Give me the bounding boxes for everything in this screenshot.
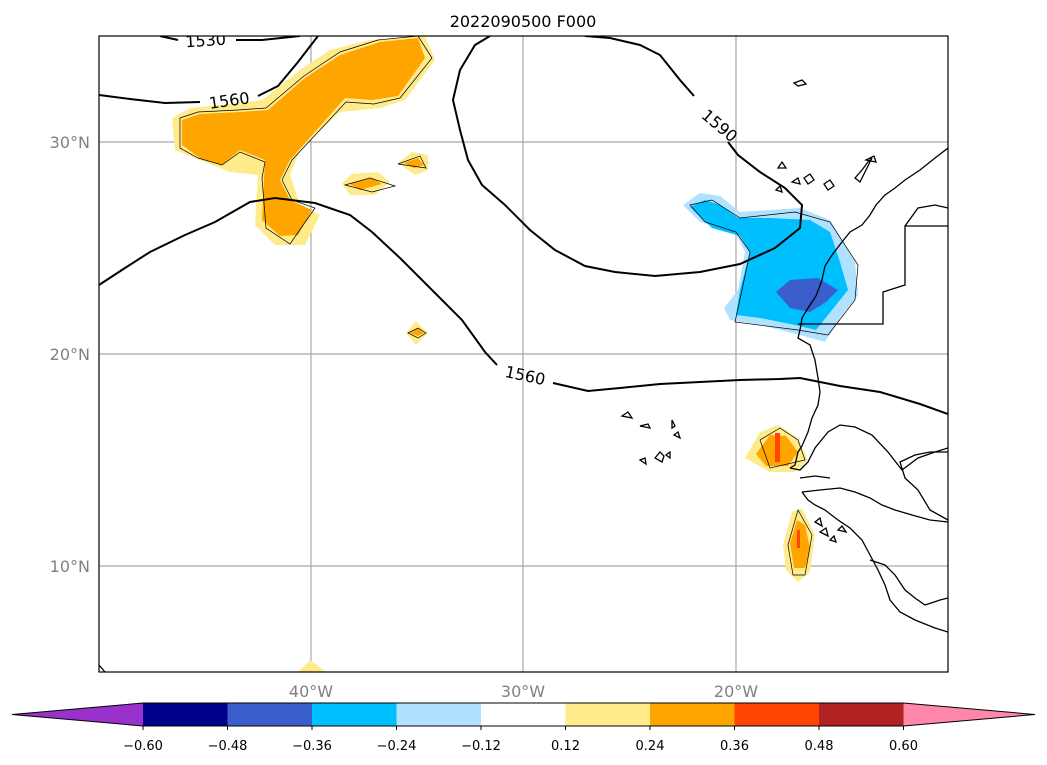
colorbar-segment: [312, 703, 397, 726]
colorbar-segment: [227, 703, 313, 726]
colorbar-tick-label: −0.24: [377, 739, 417, 754]
lat-label-10n: 10°N: [50, 557, 90, 576]
contour-label-1590: 1590: [698, 105, 741, 146]
colorbar-tick-label: 0.60: [889, 739, 918, 754]
colorbar-segment: [734, 703, 820, 726]
gridlines: [99, 36, 948, 672]
colorbar-segment: [565, 703, 651, 726]
figure-title: 2022090500 F000: [450, 12, 597, 31]
map-area: 1530 1560 1590 1560: [99, 30, 948, 672]
contour-label-1560-south: 1560: [503, 362, 547, 389]
lon-label-20w: 20°W: [714, 682, 758, 701]
lon-tick-labels: 40°W 30°W 20°W: [289, 682, 758, 701]
lon-label-40w: 40°W: [289, 682, 333, 701]
colorbar-extend-low: [12, 703, 143, 726]
colorbar-tick-label: −0.48: [208, 739, 248, 754]
coastlines: [99, 79, 948, 672]
colorbar-segment: [819, 703, 904, 726]
colorbar-segment: [481, 703, 566, 726]
colorbar: [11, 702, 1036, 727]
contour-label-1530: 1530: [185, 30, 227, 52]
map-frame: [98, 35, 949, 673]
colorbar-segment: [650, 703, 735, 726]
lat-tick-labels: 30°N 20°N 10°N: [50, 133, 90, 576]
colorbar-tick-label: 0.24: [636, 739, 665, 754]
shading-outlines: [179, 36, 859, 576]
colorbar-tick-label: −0.12: [461, 739, 501, 754]
colorbar-segment: [143, 703, 228, 726]
colorbar-extend-high: [903, 703, 1035, 726]
height-contours: [99, 36, 948, 415]
lat-label-30n: 30°N: [50, 133, 90, 152]
colorbar-tick-label: −0.36: [292, 739, 332, 754]
colorbar-tick-label: 0.12: [551, 739, 580, 754]
lon-label-30w: 30°W: [501, 682, 545, 701]
colorbar-tick-label: 0.36: [720, 739, 749, 754]
colorbar-tick-label: 0.48: [805, 739, 834, 754]
lat-label-20n: 20°N: [50, 345, 90, 364]
colorbar-tick-label: −0.60: [123, 739, 163, 754]
colorbar-tick-labels: −0.60 −0.48 −0.36 −0.24 −0.12 0.12 0.24 0.36 0.4…: [123, 726, 918, 754]
colorbar-segment: [396, 703, 482, 726]
negative-anomaly-shading: [683, 193, 858, 342]
contour-labels: 1530 1560 1590 1560: [185, 30, 742, 389]
